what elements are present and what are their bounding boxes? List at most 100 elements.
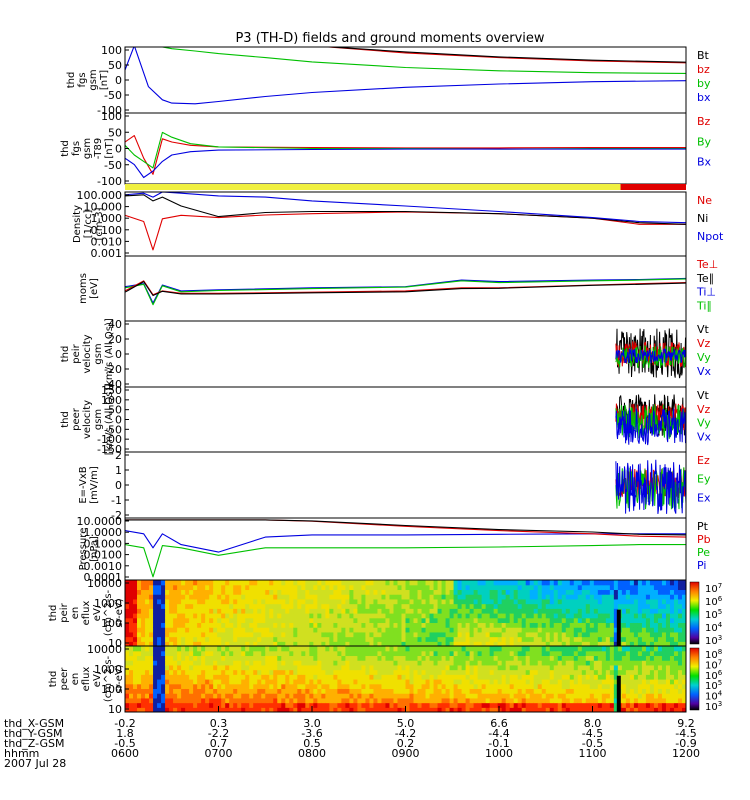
- heatmap-cell: [169, 646, 174, 652]
- heatmap-cell: [269, 603, 274, 609]
- heatmap-cell: [141, 688, 146, 694]
- heatmap-cell: [301, 702, 306, 708]
- heatmap-cell: [537, 655, 543, 661]
- heatmap-cell: [585, 580, 591, 586]
- heatmap-cell: [629, 679, 635, 685]
- heatmap-cell: [445, 650, 451, 657]
- heatmap-cell: [205, 608, 210, 614]
- heatmap-cell: [249, 603, 254, 609]
- heatmap-cell: [173, 693, 178, 699]
- heatmap-cell: [309, 655, 314, 661]
- heatmap-cell: [429, 664, 435, 671]
- heatmap-cell: [137, 683, 142, 690]
- heatmap-cell: [561, 580, 567, 586]
- heatmap-cell: [353, 580, 359, 586]
- heatmap-cell: [161, 608, 166, 614]
- heatmap-cell: [497, 660, 503, 666]
- heatmap-cell: [213, 594, 218, 600]
- heatmap-cell: [197, 580, 202, 586]
- series-bz: [321, 47, 686, 64]
- heatmap-cell: [609, 660, 615, 666]
- heatmap-cell: [381, 707, 387, 712]
- heatmap-cell: [593, 617, 599, 624]
- heatmap-cell: [525, 617, 531, 624]
- heatmap-cell: [169, 650, 174, 657]
- heatmap-cell: [517, 688, 523, 694]
- heatmap-cell: [161, 613, 166, 619]
- heatmap-cell: [601, 631, 607, 638]
- heatmap-cell: [597, 603, 603, 609]
- heatmap-cell: [433, 603, 439, 609]
- heatmap-cell: [237, 598, 242, 605]
- heatmap-cell: [125, 697, 130, 704]
- heatmap-cell: [461, 688, 467, 694]
- heatmap-cell: [537, 688, 543, 694]
- heatmap-cell: [237, 631, 242, 638]
- heatmap-cell: [561, 646, 567, 652]
- heatmap-cell: [513, 613, 519, 619]
- heatmap-cell: [605, 603, 611, 609]
- heatmap-cell: [653, 669, 659, 675]
- heatmap-cell: [233, 613, 238, 619]
- ephemeris-value: 0.7: [210, 737, 228, 750]
- heatmap-cell: [593, 622, 599, 628]
- heatmap-cell: [649, 660, 655, 666]
- heatmap-cell: [129, 636, 134, 642]
- heatmap-cell: [277, 617, 282, 624]
- heatmap-cell: [285, 608, 290, 614]
- heatmap-cell: [441, 683, 447, 690]
- heatmap-cell: [673, 598, 679, 605]
- series-bx: [125, 47, 686, 105]
- heatmap-cell: [333, 655, 338, 661]
- heatmap-cell: [353, 584, 359, 591]
- heatmap-cell: [585, 636, 591, 642]
- heatmap-cell: [533, 664, 539, 671]
- heatmap-cell: [621, 613, 627, 619]
- heatmap-cell: [185, 641, 190, 646]
- heatmap-cell: [449, 641, 455, 646]
- heatmap-cell: [641, 580, 647, 586]
- heatmap-cell: [681, 631, 686, 638]
- heatmap-cell: [569, 580, 575, 586]
- heatmap-cell: [277, 664, 282, 671]
- heatmap-cell: [621, 608, 627, 614]
- heatmap-cell: [229, 697, 234, 704]
- heatmap-cell: [381, 636, 387, 642]
- heatmap-cell: [261, 646, 266, 652]
- heatmap-cell: [477, 636, 483, 642]
- heatmap-cell: [229, 617, 234, 624]
- heatmap-cell: [281, 697, 286, 704]
- heatmap-cell: [277, 589, 282, 595]
- heatmap-cell: [449, 693, 455, 699]
- heatmap-cell: [377, 608, 383, 614]
- heatmap-cell: [205, 646, 210, 652]
- heatmap-cell: [241, 589, 246, 595]
- heatmap-cell: [601, 660, 607, 666]
- heatmap-cell: [201, 669, 206, 675]
- heatmap-cell: [581, 674, 587, 680]
- heatmap-cell: [509, 646, 515, 652]
- heatmap-cell: [325, 674, 330, 680]
- heatmap-cell: [585, 617, 591, 624]
- heatmap-cell: [481, 584, 487, 591]
- heatmap-cell: [605, 707, 611, 712]
- heatmap-cell: [389, 598, 395, 605]
- heatmap-cell: [405, 669, 411, 675]
- heatmap-cell: [493, 584, 499, 591]
- heatmap-cell: [437, 674, 443, 680]
- heatmap-cell: [253, 584, 258, 591]
- heatmap-cell: [533, 608, 539, 614]
- heatmap-cell: [645, 655, 651, 661]
- heatmap-cell: [569, 674, 575, 680]
- heatmap-cell: [285, 580, 290, 586]
- heatmap-cell: [317, 622, 322, 628]
- heatmap-cell: [265, 707, 270, 712]
- heatmap-cell: [417, 669, 423, 675]
- heatmap-cell: [525, 580, 531, 586]
- heatmap-cell: [145, 669, 150, 675]
- heatmap-cell: [381, 688, 387, 694]
- heatmap-cell: [673, 693, 679, 699]
- heatmap-cell: [241, 631, 246, 638]
- heatmap-cell: [401, 683, 407, 690]
- heatmap-cell: [145, 697, 150, 704]
